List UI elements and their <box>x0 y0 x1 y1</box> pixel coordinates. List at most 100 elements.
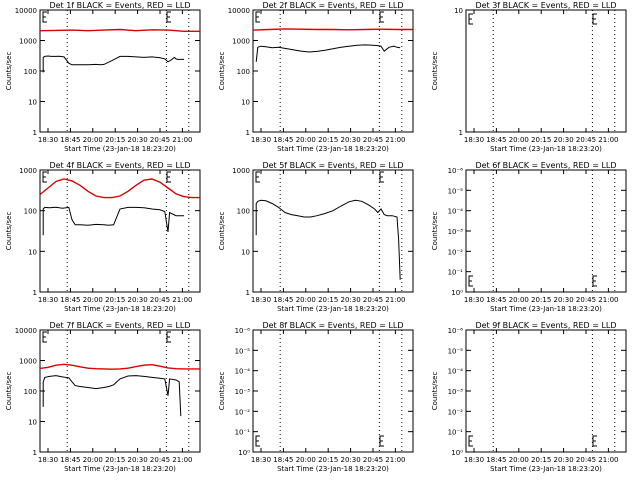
bracket-marker <box>592 275 597 287</box>
x-tick-label: 18:45 <box>273 456 293 464</box>
events-series-line <box>42 375 182 417</box>
y-tick-label: 1 <box>246 289 250 297</box>
x-tick-label: 20:45 <box>363 296 383 304</box>
x-axis-label: Start Time (23-Jan-18 18:23:20) <box>277 305 389 313</box>
bracket-marker <box>166 171 171 183</box>
x-axis-label: Start Time (23-Jan-18 18:23:20) <box>277 465 389 473</box>
panel-det-4: Det 4f BLACK = Events, RED = LLD 1 10 100 10… <box>5 161 201 313</box>
y-tick-label: 10000 <box>15 327 37 335</box>
y-tick-label: 1000 <box>19 38 37 46</box>
x-tick-label: 20:00 <box>83 296 103 304</box>
x-tick-label: 20:15 <box>105 136 125 144</box>
y-tick-label: 1000 <box>19 167 37 175</box>
bracket-marker <box>592 435 597 447</box>
x-tick-label: 21:00 <box>385 456 405 464</box>
y-tick-label: 10⁻³ <box>235 388 251 396</box>
y-tick-label: 1000 <box>232 167 250 175</box>
y-axis-label: Counts/sec <box>218 52 226 91</box>
x-tick-label: 20:30 <box>341 296 361 304</box>
y-tick-label: 100 <box>237 208 250 216</box>
y-tick-label: 1 <box>33 129 37 137</box>
y-tick-label: 100 <box>24 208 37 216</box>
y-tick-label: 10000 <box>15 7 37 15</box>
y-tick-label: 10⁻⁴ <box>448 208 464 216</box>
y-tick-label: 10⁻⁵ <box>448 347 464 355</box>
x-tick-label: 20:00 <box>509 296 529 304</box>
panel-det-8: Det 8f BLACK = Events, RED = LLD 10⁰ 10⁻¹ 1… <box>218 321 414 473</box>
x-tick-label: 20:30 <box>128 136 148 144</box>
bracket-marker <box>166 331 171 343</box>
y-tick-label: 10⁻¹ <box>235 429 251 437</box>
x-axis-label: Start Time (23-Jan-18 18:23:20) <box>64 145 176 153</box>
bracket-marker <box>255 171 260 183</box>
panel-det-3: Det 3f BLACK = Events, RED = LLD 1 10 18:30… <box>431 1 627 153</box>
x-tick-label: 20:30 <box>341 136 361 144</box>
y-tick-label: 10⁻⁶ <box>448 327 464 335</box>
x-tick-label: 20:45 <box>363 136 383 144</box>
x-tick-label: 20:30 <box>554 456 574 464</box>
bracket-marker <box>379 11 384 23</box>
y-tick-label: 10⁻⁴ <box>235 368 251 376</box>
x-tick-label: 18:30 <box>464 136 484 144</box>
x-tick-label: 18:45 <box>60 136 80 144</box>
x-tick-label: 18:30 <box>251 296 271 304</box>
x-tick-label: 21:00 <box>172 456 192 464</box>
x-axis-label: Start Time (23-Jan-18 18:23:20) <box>64 465 176 473</box>
y-tick-label: 10⁰ <box>451 449 463 457</box>
bracket-marker <box>42 331 47 343</box>
panel-det-7: Det 7f BLACK = Events, RED = LLD 1 10 100 10… <box>5 321 201 473</box>
plot-frame <box>39 169 201 293</box>
bracket-marker <box>379 171 384 183</box>
y-tick-label: 1 <box>33 289 37 297</box>
bracket-marker <box>166 11 171 23</box>
events-series-line <box>255 199 401 280</box>
x-tick-label: 20:00 <box>296 296 316 304</box>
plot-frame <box>252 169 414 293</box>
x-axis-label: Start Time (23-Jan-18 18:23:20) <box>490 305 602 313</box>
x-axis-label: Start Time (23-Jan-18 18:23:20) <box>490 145 602 153</box>
x-tick-label: 20:30 <box>128 456 148 464</box>
y-tick-label: 10⁻⁵ <box>235 347 251 355</box>
y-tick-label: 1 <box>459 129 463 137</box>
panel-title: Det 2f BLACK = Events, RED = LLD <box>262 1 403 10</box>
y-tick-label: 10000 <box>228 7 250 15</box>
x-tick-label: 21:00 <box>598 296 618 304</box>
x-tick-label: 20:15 <box>531 456 551 464</box>
bracket-marker <box>592 13 597 25</box>
y-tick-label: 10⁻² <box>448 408 464 416</box>
x-tick-label: 20:45 <box>576 136 596 144</box>
panel-title: Det 9f BLACK = Events, RED = LLD <box>475 321 616 330</box>
y-tick-label: 1 <box>246 129 250 137</box>
x-tick-label: 20:15 <box>318 136 338 144</box>
bracket-marker <box>255 435 260 447</box>
y-tick-label: 10 <box>454 7 463 15</box>
x-tick-label: 18:45 <box>486 296 506 304</box>
y-tick-label: 10⁻³ <box>448 228 464 236</box>
events-series-line <box>42 55 184 73</box>
x-tick-label: 20:30 <box>554 136 574 144</box>
y-tick-label: 1000 <box>232 38 250 46</box>
y-axis-label: Counts/sec <box>431 52 439 91</box>
x-tick-label: 21:00 <box>385 296 405 304</box>
panel-det-9: Det 9f BLACK = Events, RED = LLD 10⁰ 10⁻¹ 1… <box>431 321 627 473</box>
y-tick-label: 1000 <box>19 358 37 366</box>
y-tick-label: 10⁻² <box>235 408 251 416</box>
y-tick-label: 10⁻⁵ <box>448 187 464 195</box>
x-tick-label: 20:45 <box>150 136 170 144</box>
x-tick-label: 20:15 <box>318 456 338 464</box>
plot-frame <box>465 329 627 453</box>
y-tick-label: 10⁻⁶ <box>235 327 251 335</box>
y-tick-label: 10 <box>28 248 37 256</box>
bracket-marker <box>468 13 473 25</box>
events-series-line <box>42 206 184 236</box>
x-tick-label: 18:45 <box>486 456 506 464</box>
x-axis-label: Start Time (23-Jan-18 18:23:20) <box>490 465 602 473</box>
y-axis-label: Counts/sec <box>431 212 439 251</box>
plot-frame <box>39 329 201 453</box>
lld-series-line <box>252 28 413 31</box>
x-tick-label: 18:30 <box>251 456 271 464</box>
panel-title: Det 8f BLACK = Events, RED = LLD <box>262 321 403 330</box>
panel-title: Det 4f BLACK = Events, RED = LLD <box>49 161 190 170</box>
y-tick-label: 100 <box>237 68 250 76</box>
lld-series-line <box>39 28 200 32</box>
